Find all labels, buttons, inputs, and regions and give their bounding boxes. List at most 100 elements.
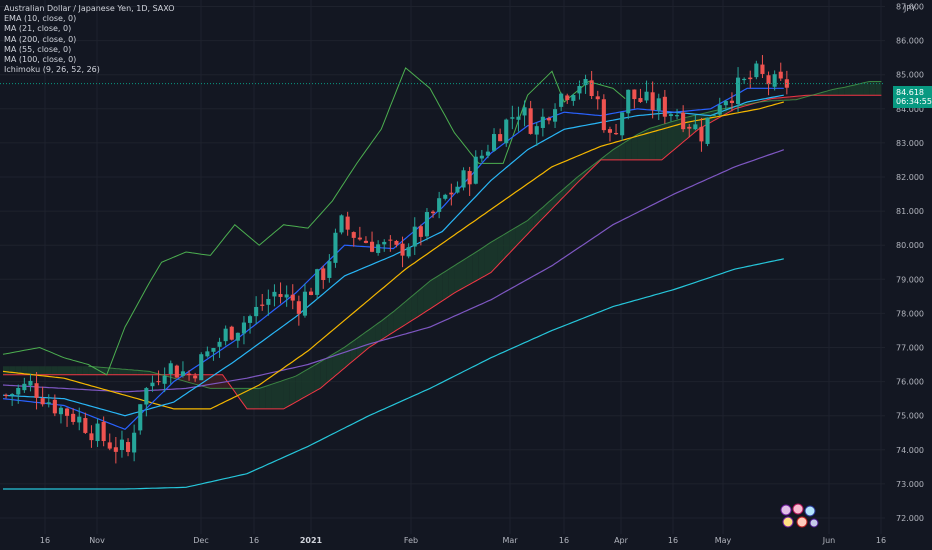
cloud-segment: [655, 124, 662, 160]
price-tick-label: 86.000: [896, 37, 924, 46]
candle-body: [83, 418, 88, 433]
candle-body: [370, 241, 375, 252]
cloud-segment: [430, 277, 437, 309]
price-tick-label: 78.000: [896, 309, 924, 318]
study-ichimoku[interactable]: Ichimoku (9, 26, 52, 26): [4, 65, 100, 75]
cloud-segment: [545, 199, 552, 216]
study-ma200[interactable]: MA (200, close, 0): [4, 34, 77, 44]
ichimoku-cloud: [3, 81, 882, 409]
cloud-segment: [344, 342, 351, 368]
candle-body: [595, 96, 600, 100]
cloud-segment: [234, 388, 241, 401]
price-tick-label: 87.000: [896, 3, 924, 12]
cloud-segment: [478, 246, 485, 280]
candle-body: [485, 151, 490, 156]
cloud-segment: [21, 366, 28, 375]
symbol-title[interactable]: Australian Dollar / Japanese Yen, 1D, SA…: [4, 4, 175, 13]
cloud-segment: [436, 273, 443, 305]
candle-body: [254, 306, 259, 317]
candle-body: [748, 77, 753, 80]
cloud-segment: [863, 81, 870, 96]
candle-body: [437, 198, 442, 212]
price-tick-label: 83.000: [896, 139, 924, 148]
candle-body: [583, 79, 588, 86]
cloud-segment: [619, 142, 626, 160]
candle-body: [705, 117, 710, 144]
cloud-segment: [405, 296, 412, 325]
candle-body: [388, 239, 393, 241]
candle-body: [156, 381, 161, 383]
cloud-segment: [362, 329, 369, 353]
candle-body: [77, 416, 82, 423]
cloud-segment: [9, 366, 16, 375]
cloud-segment: [326, 354, 333, 384]
cloud-segment: [350, 338, 357, 363]
candle-body: [296, 301, 301, 314]
candle-body: [260, 304, 265, 306]
candle-body: [534, 126, 539, 135]
study-ma21[interactable]: MA (21, close, 0): [4, 24, 72, 34]
candle-body: [339, 215, 344, 233]
candle-body: [16, 387, 21, 395]
price-tick-label: 77.000: [896, 344, 924, 353]
cloud-segment: [271, 382, 278, 409]
cloud-segment: [515, 224, 522, 247]
candle-body: [22, 383, 27, 391]
cloud-segment: [3, 366, 10, 375]
candle-body: [284, 294, 289, 298]
cloud-segment: [112, 368, 119, 375]
candle-body: [412, 226, 417, 247]
price-tick-label: 80.000: [896, 241, 924, 250]
lagging-line: [2, 67, 626, 376]
candle-body: [675, 115, 680, 117]
cloud-segment: [838, 87, 845, 96]
cloud-segment: [51, 366, 58, 375]
candle-body: [248, 316, 253, 323]
cloud-segment: [411, 291, 418, 321]
cloud-segment: [423, 281, 430, 313]
candle-body: [101, 421, 106, 442]
time-tick-label: Nov: [89, 536, 105, 545]
candle-body: [681, 112, 686, 130]
cloud-segment: [125, 369, 132, 375]
cloud-segment: [118, 368, 125, 375]
candle-body: [376, 244, 381, 253]
cloud-segment: [643, 128, 650, 160]
cloud-segment: [832, 88, 839, 96]
cloud-segment: [631, 134, 638, 160]
candle-body: [668, 114, 673, 117]
cloud-segment: [509, 227, 516, 254]
study-ema10[interactable]: EMA (10, close, 0): [4, 14, 77, 24]
candle-body: [132, 432, 137, 453]
study-ma55[interactable]: MA (55, close, 0): [4, 44, 72, 54]
candle-body: [309, 291, 314, 295]
cloud-segment: [64, 366, 71, 375]
cloud-segment: [649, 126, 656, 160]
candle-body: [126, 442, 131, 452]
ma55-line: [2, 101, 784, 410]
candle-body: [40, 398, 45, 405]
candle-body: [516, 116, 521, 120]
ma21-line: [2, 94, 784, 417]
candle-body: [528, 108, 533, 134]
candle-body: [363, 240, 368, 243]
candle-body: [736, 77, 741, 104]
cloud-segment: [375, 321, 382, 344]
cloud-segment: [320, 358, 327, 389]
candle-body: [119, 439, 124, 451]
candle-body: [455, 186, 460, 193]
cloud-segment: [484, 242, 491, 276]
cloud-segment: [82, 366, 89, 375]
time-tick-label: 16: [559, 536, 569, 545]
candle-body: [168, 363, 173, 375]
time-tick-label: Apr: [614, 536, 629, 545]
candle-body: [620, 112, 625, 136]
cloud-segment: [308, 365, 315, 396]
candle-body: [199, 354, 204, 381]
candle-body: [113, 447, 118, 452]
candle-body: [357, 237, 362, 240]
cloud-segment: [661, 122, 668, 160]
study-ma100[interactable]: MA (100, close, 0): [4, 55, 77, 65]
candle-body: [272, 291, 277, 297]
